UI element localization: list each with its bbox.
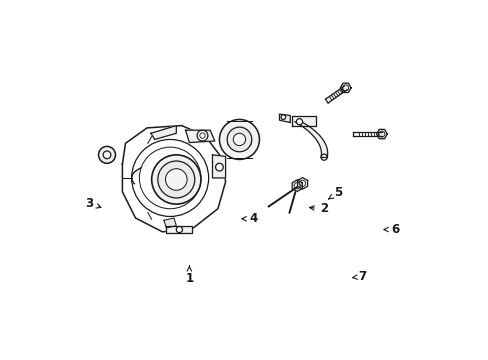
Circle shape bbox=[139, 147, 201, 209]
Text: 3: 3 bbox=[85, 197, 101, 210]
Polygon shape bbox=[122, 126, 225, 232]
Polygon shape bbox=[297, 177, 307, 189]
Polygon shape bbox=[279, 114, 290, 122]
Circle shape bbox=[151, 155, 201, 204]
Text: 7: 7 bbox=[352, 270, 366, 283]
Circle shape bbox=[219, 120, 259, 159]
Polygon shape bbox=[294, 122, 327, 157]
Polygon shape bbox=[212, 155, 225, 178]
Polygon shape bbox=[166, 226, 191, 233]
Circle shape bbox=[103, 151, 111, 159]
Polygon shape bbox=[340, 83, 350, 93]
Polygon shape bbox=[163, 218, 176, 228]
Circle shape bbox=[131, 139, 208, 216]
Circle shape bbox=[226, 127, 251, 152]
Polygon shape bbox=[292, 180, 302, 192]
Circle shape bbox=[215, 163, 223, 171]
Polygon shape bbox=[185, 130, 214, 143]
Circle shape bbox=[296, 119, 302, 125]
Text: 6: 6 bbox=[383, 223, 398, 236]
Polygon shape bbox=[325, 86, 346, 103]
Circle shape bbox=[165, 169, 187, 190]
Circle shape bbox=[176, 226, 182, 233]
Text: 4: 4 bbox=[242, 212, 257, 225]
Circle shape bbox=[233, 133, 245, 145]
Circle shape bbox=[197, 130, 207, 141]
Circle shape bbox=[281, 115, 285, 120]
Circle shape bbox=[99, 147, 115, 163]
Circle shape bbox=[158, 161, 194, 198]
Polygon shape bbox=[291, 116, 316, 126]
Polygon shape bbox=[151, 126, 176, 139]
Text: 1: 1 bbox=[185, 266, 193, 284]
Text: 5: 5 bbox=[328, 186, 342, 199]
Text: 2: 2 bbox=[309, 202, 327, 215]
Polygon shape bbox=[376, 129, 386, 139]
Polygon shape bbox=[352, 132, 381, 136]
